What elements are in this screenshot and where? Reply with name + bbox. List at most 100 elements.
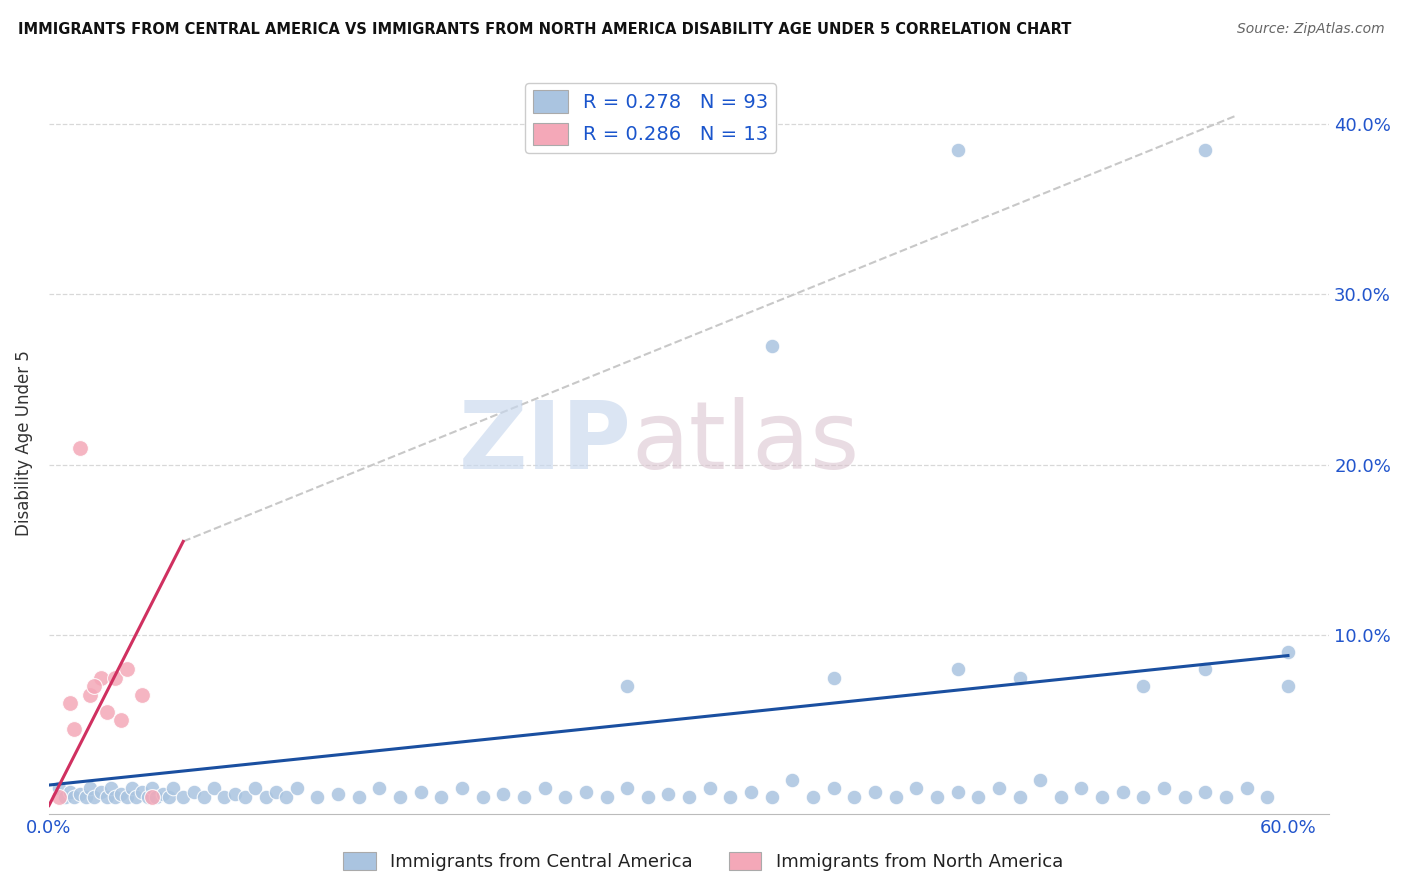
Point <box>193 789 215 804</box>
Point <box>761 338 783 352</box>
Point <box>117 662 139 676</box>
Point <box>69 787 91 801</box>
Point <box>740 785 762 799</box>
Point <box>1256 789 1278 804</box>
Point <box>1049 789 1071 804</box>
Y-axis label: Disability Age Under 5: Disability Age Under 5 <box>15 351 32 536</box>
Point <box>202 781 225 796</box>
Point <box>616 781 638 796</box>
Point <box>1091 789 1114 804</box>
Point <box>224 787 246 801</box>
Point <box>125 789 148 804</box>
Point <box>1194 662 1216 676</box>
Point <box>48 781 70 796</box>
Point <box>59 785 82 799</box>
Point <box>157 789 180 804</box>
Point <box>347 789 370 804</box>
Point <box>823 671 845 685</box>
Point <box>62 789 84 804</box>
Point <box>595 789 617 804</box>
Point <box>863 785 886 799</box>
Point <box>110 714 132 728</box>
Legend: R = 0.278   N = 93, R = 0.286   N = 13: R = 0.278 N = 93, R = 0.286 N = 13 <box>524 83 776 153</box>
Point <box>233 789 256 804</box>
Point <box>492 787 515 801</box>
Point <box>285 781 308 796</box>
Point <box>141 789 163 804</box>
Point <box>172 789 194 804</box>
Point <box>678 789 700 804</box>
Point <box>1132 679 1154 693</box>
Point <box>554 789 576 804</box>
Point <box>79 781 101 796</box>
Point <box>616 679 638 693</box>
Point <box>1112 785 1135 799</box>
Text: atlas: atlas <box>631 398 859 490</box>
Point <box>801 789 824 804</box>
Point <box>1277 679 1299 693</box>
Point <box>59 696 82 710</box>
Point <box>1194 143 1216 157</box>
Point <box>245 781 267 796</box>
Legend: Immigrants from Central America, Immigrants from North America: Immigrants from Central America, Immigra… <box>336 845 1070 879</box>
Point <box>79 688 101 702</box>
Point <box>1008 671 1031 685</box>
Point <box>430 789 453 804</box>
Point <box>1070 781 1092 796</box>
Point <box>905 781 928 796</box>
Point <box>162 781 184 796</box>
Point <box>110 787 132 801</box>
Point <box>451 781 474 796</box>
Text: ZIP: ZIP <box>458 398 631 490</box>
Point <box>90 785 112 799</box>
Point <box>946 785 969 799</box>
Point <box>307 789 329 804</box>
Point <box>987 781 1010 796</box>
Point <box>145 789 167 804</box>
Point <box>131 785 153 799</box>
Point <box>720 789 742 804</box>
Point <box>83 789 105 804</box>
Point <box>575 785 598 799</box>
Point <box>1008 789 1031 804</box>
Text: IMMIGRANTS FROM CENTRAL AMERICA VS IMMIGRANTS FROM NORTH AMERICA DISABILITY AGE : IMMIGRANTS FROM CENTRAL AMERICA VS IMMIG… <box>18 22 1071 37</box>
Point <box>368 781 391 796</box>
Point <box>946 662 969 676</box>
Point <box>276 789 298 804</box>
Point <box>100 781 122 796</box>
Point <box>141 781 163 796</box>
Point <box>1029 772 1052 787</box>
Point <box>844 789 866 804</box>
Point <box>1153 781 1175 796</box>
Point <box>637 789 659 804</box>
Point <box>117 789 139 804</box>
Point <box>121 781 143 796</box>
Point <box>699 781 721 796</box>
Point <box>104 789 127 804</box>
Point <box>96 789 118 804</box>
Point <box>513 789 536 804</box>
Point <box>946 143 969 157</box>
Point <box>264 785 287 799</box>
Point <box>136 789 159 804</box>
Point <box>761 789 783 804</box>
Point <box>884 789 907 804</box>
Point <box>1236 781 1258 796</box>
Point <box>823 781 845 796</box>
Point <box>69 441 91 455</box>
Point <box>1194 785 1216 799</box>
Point <box>1277 645 1299 659</box>
Text: Source: ZipAtlas.com: Source: ZipAtlas.com <box>1237 22 1385 37</box>
Point <box>1215 789 1237 804</box>
Point <box>782 772 804 787</box>
Point <box>214 789 236 804</box>
Point <box>533 781 555 796</box>
Point <box>409 785 432 799</box>
Point <box>62 722 84 736</box>
Point <box>75 789 97 804</box>
Point <box>389 789 412 804</box>
Point <box>183 785 205 799</box>
Point <box>254 789 277 804</box>
Point <box>1174 789 1197 804</box>
Point <box>925 789 948 804</box>
